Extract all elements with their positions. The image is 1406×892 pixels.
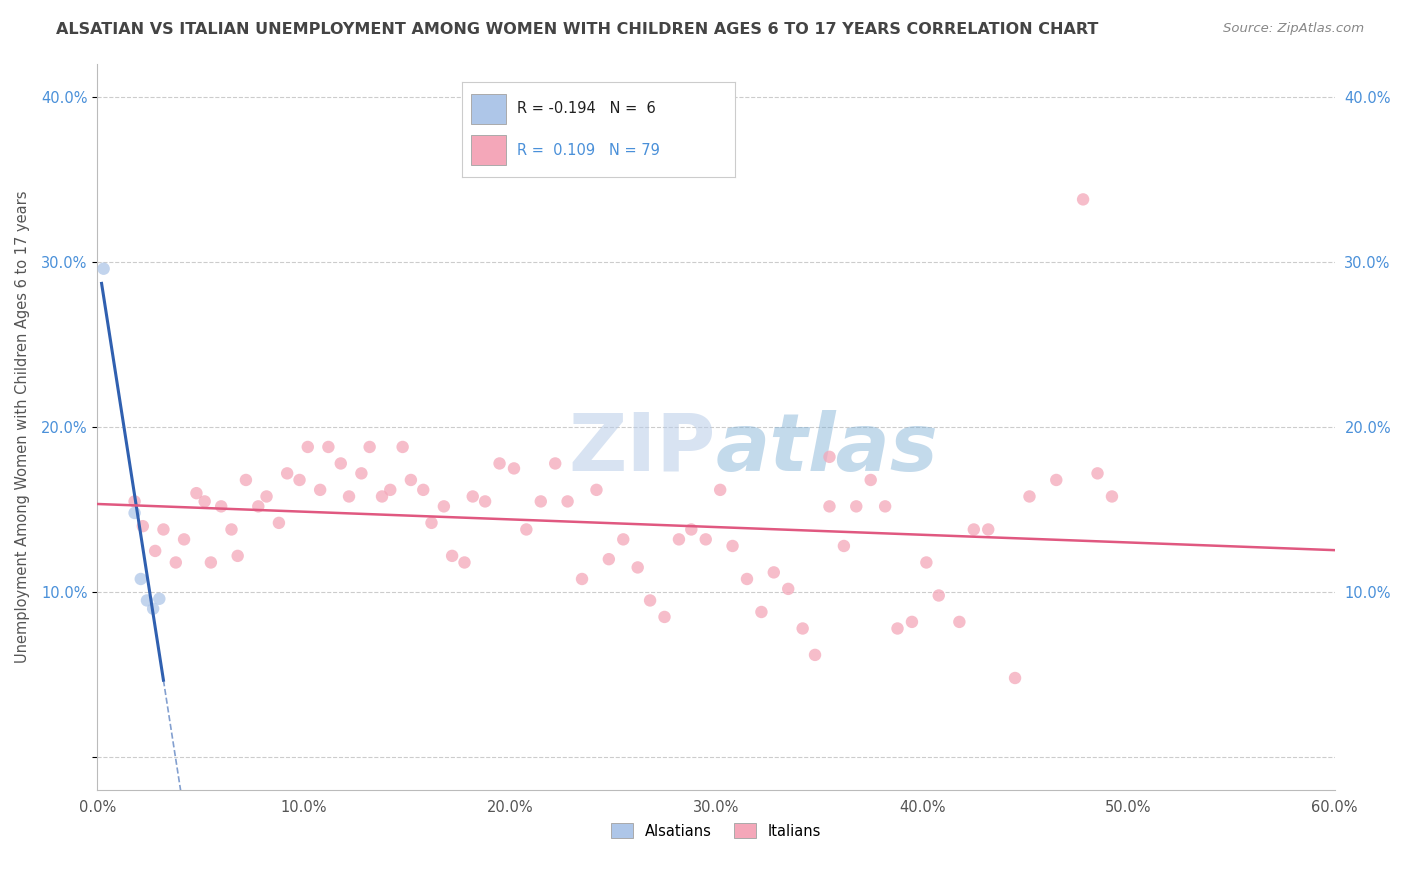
Point xyxy=(380,483,402,497)
Point xyxy=(461,490,484,504)
Point xyxy=(762,566,785,580)
Point xyxy=(1004,671,1026,685)
Point xyxy=(571,572,593,586)
Point xyxy=(627,560,650,574)
Point xyxy=(654,610,676,624)
Point xyxy=(371,490,394,504)
Point xyxy=(845,500,868,514)
Text: atlas: atlas xyxy=(716,410,939,488)
Point xyxy=(173,533,195,547)
Point xyxy=(209,500,232,514)
Point xyxy=(488,457,510,471)
Point xyxy=(1087,467,1109,481)
Point xyxy=(735,572,758,586)
Point xyxy=(792,622,814,636)
Point xyxy=(200,556,222,570)
Point xyxy=(276,467,298,481)
Point xyxy=(256,490,278,504)
Point xyxy=(453,556,475,570)
Point xyxy=(818,450,841,464)
Point xyxy=(915,556,938,570)
Text: Source: ZipAtlas.com: Source: ZipAtlas.com xyxy=(1223,22,1364,36)
Point xyxy=(350,467,373,481)
Point xyxy=(132,519,155,533)
Point xyxy=(142,601,165,615)
Point xyxy=(544,457,567,471)
Point xyxy=(709,483,731,497)
Point xyxy=(359,440,381,454)
Point xyxy=(751,605,773,619)
Point xyxy=(143,544,166,558)
Point xyxy=(129,572,152,586)
Point xyxy=(93,261,115,276)
Point xyxy=(557,494,579,508)
Point xyxy=(221,523,243,537)
Point xyxy=(977,523,1000,537)
Point xyxy=(318,440,340,454)
Point xyxy=(804,648,827,662)
Point xyxy=(598,552,620,566)
Point xyxy=(267,516,290,530)
Point xyxy=(585,483,607,497)
Point xyxy=(136,593,159,607)
Point xyxy=(288,473,311,487)
Point xyxy=(963,523,986,537)
Point xyxy=(721,539,744,553)
Point xyxy=(309,483,332,497)
Point xyxy=(148,591,170,606)
Point xyxy=(124,494,146,508)
Point xyxy=(681,523,703,537)
Point xyxy=(297,440,319,454)
Point xyxy=(778,582,800,596)
Point xyxy=(832,539,855,553)
Point xyxy=(859,473,882,487)
Point xyxy=(818,500,841,514)
Point xyxy=(194,494,217,508)
Point xyxy=(441,549,464,563)
Point xyxy=(433,500,456,514)
Point xyxy=(474,494,496,508)
Point xyxy=(399,473,422,487)
Point xyxy=(124,506,146,520)
Text: ZIP: ZIP xyxy=(569,410,716,488)
Point xyxy=(695,533,717,547)
Point xyxy=(186,486,208,500)
Point xyxy=(515,523,537,537)
Point xyxy=(928,589,950,603)
Point xyxy=(668,533,690,547)
Point xyxy=(1045,473,1067,487)
Point xyxy=(1018,490,1040,504)
Point xyxy=(412,483,434,497)
Point xyxy=(391,440,413,454)
Point xyxy=(329,457,352,471)
Point xyxy=(638,593,661,607)
Text: ALSATIAN VS ITALIAN UNEMPLOYMENT AMONG WOMEN WITH CHILDREN AGES 6 TO 17 YEARS CO: ALSATIAN VS ITALIAN UNEMPLOYMENT AMONG W… xyxy=(56,22,1098,37)
Legend: Alsatians, Italians: Alsatians, Italians xyxy=(606,818,827,845)
Point xyxy=(420,516,443,530)
Point xyxy=(1071,193,1094,207)
Point xyxy=(337,490,360,504)
Y-axis label: Unemployment Among Women with Children Ages 6 to 17 years: Unemployment Among Women with Children A… xyxy=(15,191,30,664)
Point xyxy=(165,556,187,570)
Point xyxy=(948,615,970,629)
Point xyxy=(235,473,257,487)
Point xyxy=(875,500,897,514)
Point xyxy=(152,523,174,537)
Point xyxy=(901,615,924,629)
Point xyxy=(1101,490,1123,504)
Point xyxy=(530,494,553,508)
Point xyxy=(247,500,270,514)
Point xyxy=(612,533,634,547)
Point xyxy=(503,461,526,475)
Point xyxy=(226,549,249,563)
Point xyxy=(886,622,908,636)
